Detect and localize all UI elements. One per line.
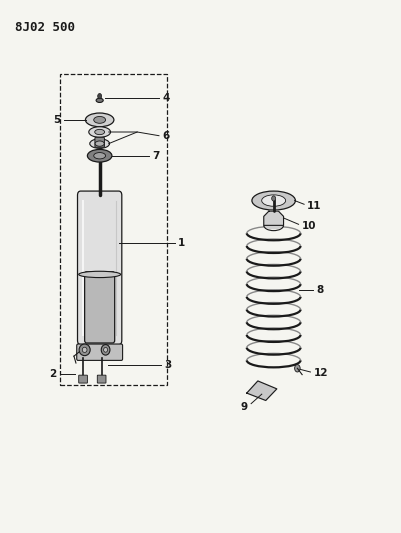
Ellipse shape [79,271,121,278]
FancyBboxPatch shape [77,191,122,344]
Ellipse shape [252,191,296,210]
Text: 6: 6 [162,131,169,141]
FancyBboxPatch shape [97,375,106,383]
FancyBboxPatch shape [85,272,115,343]
Ellipse shape [89,127,111,138]
FancyBboxPatch shape [77,344,123,360]
Ellipse shape [96,98,103,102]
Ellipse shape [262,195,286,206]
Ellipse shape [94,116,105,123]
Circle shape [295,365,300,372]
FancyBboxPatch shape [79,375,87,383]
Circle shape [272,196,275,201]
Text: 1: 1 [178,238,185,248]
Circle shape [98,93,101,99]
Text: 5: 5 [53,115,60,125]
Text: 3: 3 [164,360,171,369]
Bar [60,74,167,385]
Ellipse shape [85,113,114,127]
Ellipse shape [101,344,110,355]
Text: 9: 9 [240,402,247,412]
Text: 8J02 500: 8J02 500 [15,21,75,34]
Ellipse shape [94,152,105,159]
Text: 12: 12 [314,368,328,378]
Ellipse shape [264,221,284,229]
Polygon shape [264,211,284,225]
Ellipse shape [95,130,105,135]
Text: 2: 2 [49,369,56,379]
FancyBboxPatch shape [95,138,104,147]
Text: 8: 8 [316,285,324,295]
Ellipse shape [90,139,109,148]
Text: 11: 11 [307,201,322,211]
Ellipse shape [79,344,90,356]
Polygon shape [247,381,277,400]
Ellipse shape [82,347,87,352]
Text: 4: 4 [162,93,170,103]
Ellipse shape [103,348,107,352]
Text: 7: 7 [152,151,160,161]
Ellipse shape [95,141,104,146]
Ellipse shape [87,149,112,162]
Text: 10: 10 [302,221,316,231]
